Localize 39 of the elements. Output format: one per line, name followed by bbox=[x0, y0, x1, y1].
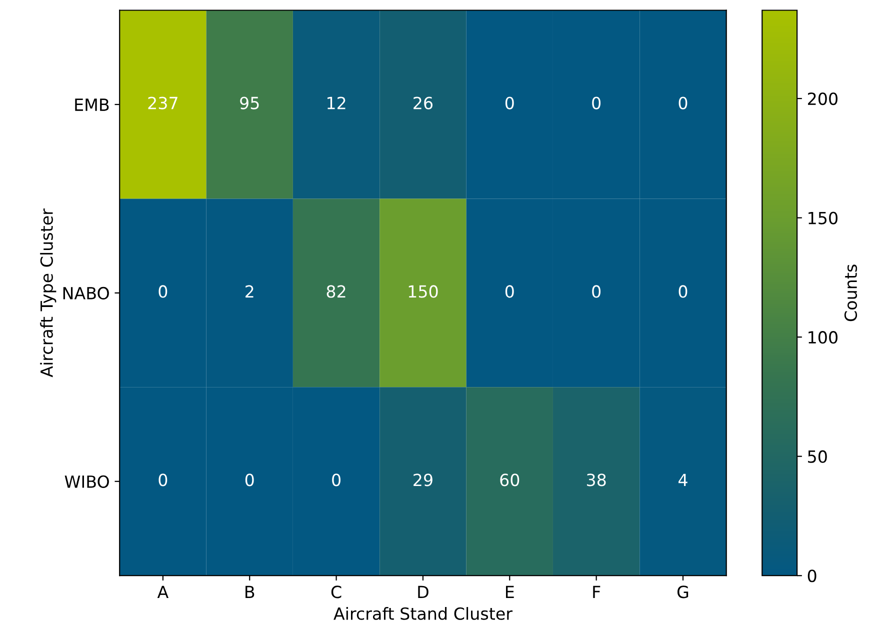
data-label: 2 bbox=[246, 285, 254, 298]
x-tick-label: B bbox=[246, 586, 254, 598]
data-label: 26 bbox=[414, 96, 433, 110]
color-bar-label: 0 bbox=[808, 570, 816, 582]
data-label: 0 bbox=[158, 285, 168, 298]
data-label: 0 bbox=[332, 474, 340, 486]
color-bar-title: Counts bbox=[844, 264, 858, 322]
data-label: 0 bbox=[678, 96, 688, 110]
data-label: 150 bbox=[408, 285, 438, 298]
data-label: 0 bbox=[678, 285, 688, 298]
y-axis-title: Aircraft Type Cluster bbox=[40, 208, 56, 378]
data-label: 29 bbox=[414, 474, 432, 486]
data-label: 237 bbox=[148, 96, 178, 110]
data-label: 82 bbox=[326, 285, 346, 298]
data-label: 38 bbox=[586, 474, 606, 486]
data-label: 0 bbox=[592, 96, 601, 110]
x-axis-title: Aircraft Stand Cluster bbox=[334, 607, 513, 620]
data-label: 0 bbox=[505, 96, 514, 110]
color-bar-label: 100 bbox=[808, 331, 838, 344]
data-label: 0 bbox=[245, 474, 254, 486]
y-tick-label: NABO bbox=[63, 286, 109, 300]
x-tick-label: D bbox=[418, 586, 428, 598]
x-tick-label: C bbox=[331, 586, 342, 598]
x-tick-label: E bbox=[506, 586, 514, 598]
data-label: 0 bbox=[505, 285, 514, 298]
data-label: 95 bbox=[240, 96, 259, 110]
x-tick-label: A bbox=[157, 586, 168, 598]
color-bar-label: 150 bbox=[808, 212, 838, 224]
y-tick-label: WIBO bbox=[64, 475, 109, 488]
color-bar-label: 50 bbox=[808, 450, 827, 463]
data-label: 0 bbox=[592, 285, 601, 298]
y-tick-label: EMB bbox=[75, 98, 109, 111]
data-label: 60 bbox=[500, 474, 520, 486]
data-label: 0 bbox=[158, 474, 168, 486]
x-tick-label: F bbox=[593, 586, 600, 598]
color-bar-label: 200 bbox=[808, 92, 838, 106]
x-tick-label: G bbox=[677, 586, 688, 598]
data-label: 4 bbox=[678, 474, 688, 486]
data-label: 12 bbox=[328, 96, 346, 110]
